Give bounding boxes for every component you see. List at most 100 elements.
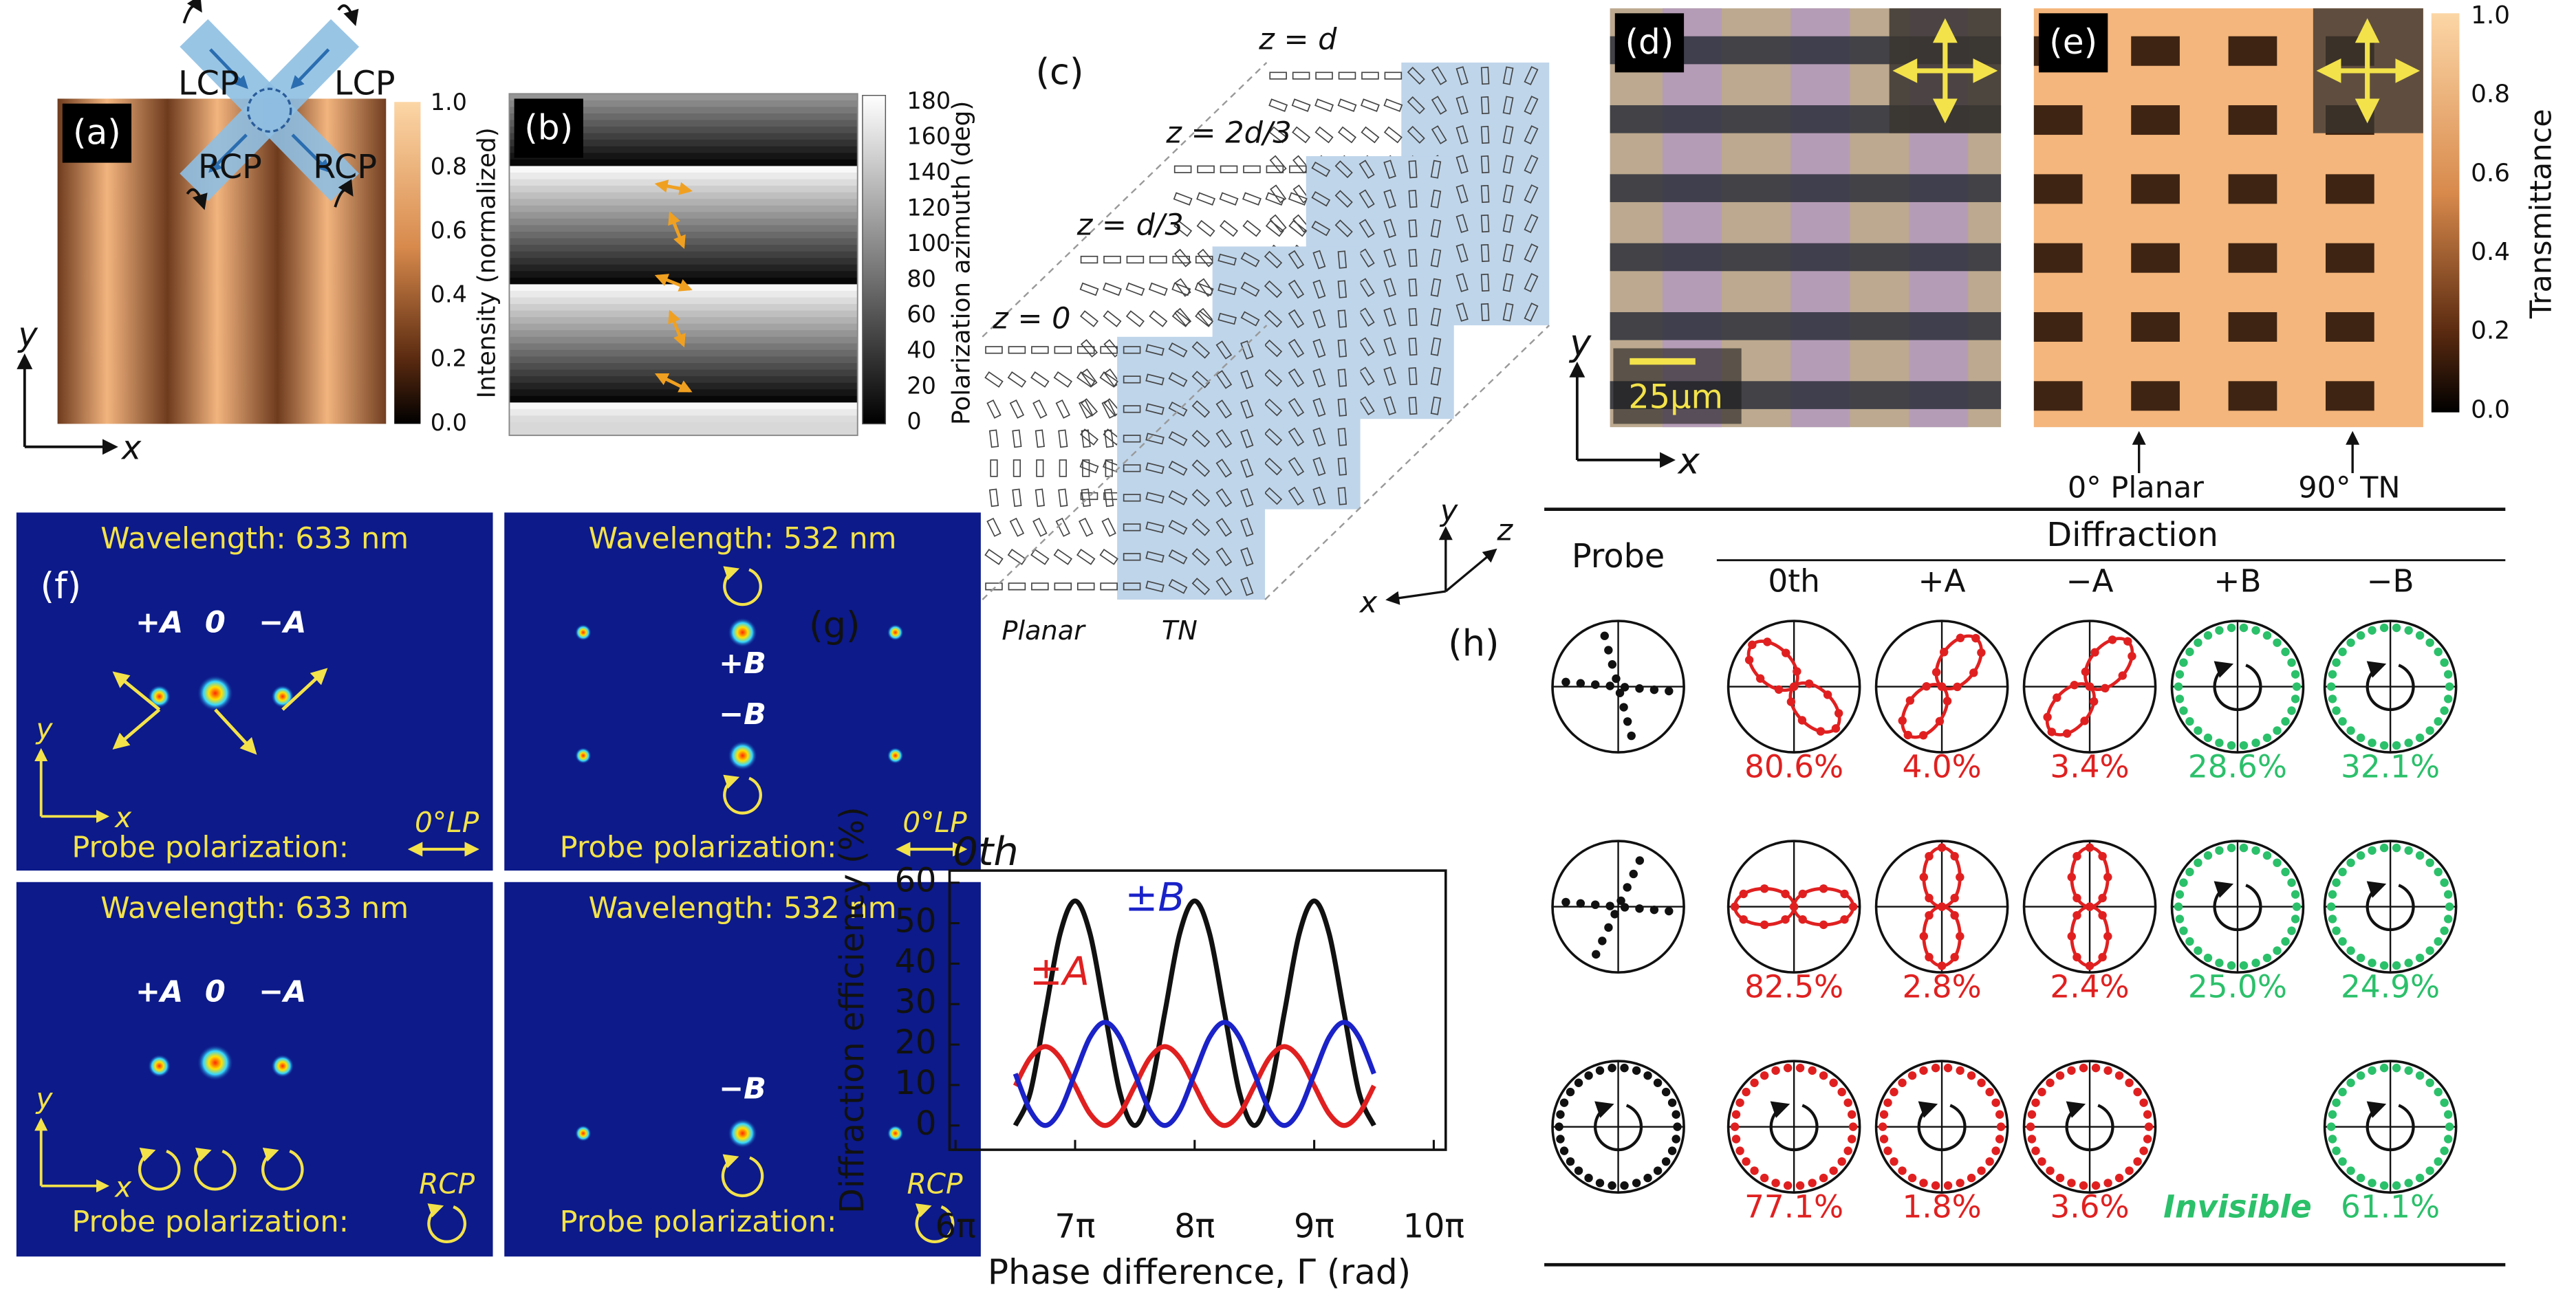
handedness-arrow xyxy=(334,179,354,208)
dot xyxy=(2203,631,2213,640)
lc-molecule xyxy=(1149,310,1168,327)
handedness-arrow xyxy=(182,0,202,24)
azimuth-band xyxy=(509,166,858,173)
lc-molecule xyxy=(1240,281,1260,297)
dark-band xyxy=(2131,105,2180,135)
planar-stripe xyxy=(1790,8,1850,428)
lc-molecule xyxy=(1215,488,1233,507)
lc-molecule xyxy=(1480,125,1490,144)
azimuth-band xyxy=(509,153,858,160)
efficiency-value: 3.6% xyxy=(2050,1189,2129,1225)
lc-molecule xyxy=(1168,460,1188,476)
dot xyxy=(1556,1110,1565,1119)
dot xyxy=(1919,873,1929,882)
lc-molecule xyxy=(1312,309,1326,329)
dot xyxy=(2251,846,2260,855)
lc-molecule xyxy=(1288,427,1305,447)
lc-molecule xyxy=(1359,219,1375,238)
dot xyxy=(1604,646,1613,655)
lc-molecule xyxy=(1383,160,1396,179)
dot xyxy=(1771,1066,1780,1075)
lc-molecule xyxy=(1455,155,1469,174)
polarization-arrow xyxy=(281,668,328,711)
dot xyxy=(1969,668,1978,677)
lc-molecule xyxy=(1172,255,1191,264)
dot xyxy=(2291,890,2300,899)
dot xyxy=(1623,883,1632,892)
dot xyxy=(2415,851,2425,860)
azimuth-band xyxy=(509,408,858,416)
dot xyxy=(1898,1078,1907,1087)
lc-molecule xyxy=(1240,576,1254,596)
lc-molecule xyxy=(1502,125,1514,144)
dot xyxy=(1950,893,1959,903)
dot xyxy=(2194,858,2202,867)
dot xyxy=(2440,1146,2449,1155)
dot xyxy=(2215,739,2224,747)
dot xyxy=(1605,901,1614,910)
dot xyxy=(1798,889,1807,899)
lc-molecule xyxy=(1217,283,1237,296)
lc-molecule xyxy=(1240,428,1254,448)
label: z xyxy=(1496,514,1513,548)
azimuth-band xyxy=(509,271,858,278)
column-header: −A xyxy=(2066,563,2114,600)
colorbar-tick: 20 xyxy=(907,372,936,399)
dot xyxy=(1848,1135,1857,1144)
axis-label: x xyxy=(120,430,142,468)
dot xyxy=(2037,1157,2046,1166)
dot xyxy=(2085,961,2095,970)
diffraction-spot xyxy=(728,1118,758,1148)
lc-molecule xyxy=(1430,160,1442,179)
colorbar-tick: 40 xyxy=(907,337,936,364)
dot xyxy=(2328,695,2337,703)
efficiency-value: 61.1% xyxy=(2341,1189,2440,1225)
lc-molecule xyxy=(1359,278,1375,297)
lc-molecule xyxy=(1288,192,1308,206)
dot xyxy=(1774,685,1784,694)
circular-arrow xyxy=(1769,1101,1819,1152)
efficiency-value: 82.5% xyxy=(1744,969,1843,1005)
colorbar xyxy=(2431,13,2460,413)
dot xyxy=(2144,1122,2154,1131)
dot xyxy=(1943,1181,1953,1190)
lc-molecule xyxy=(1191,341,1211,359)
dot xyxy=(2356,1173,2366,1183)
lc-molecule xyxy=(1101,517,1116,537)
lc-molecule xyxy=(1268,126,1288,144)
lc-molecule xyxy=(1217,253,1237,266)
dot xyxy=(1956,873,1965,882)
dot xyxy=(1671,1110,1680,1119)
dot xyxy=(2175,890,2185,899)
dot xyxy=(2079,1181,2088,1190)
dot xyxy=(2415,1071,2425,1080)
dot xyxy=(2067,1179,2076,1188)
dot xyxy=(1837,1087,1846,1097)
lc-molecule xyxy=(1314,126,1334,144)
dark-band xyxy=(2033,381,2083,411)
dot xyxy=(1925,952,1934,962)
dot xyxy=(2444,695,2453,703)
lc-molecule xyxy=(1173,165,1192,173)
lc-molecule xyxy=(1009,399,1025,419)
lc-molecule xyxy=(1383,396,1396,416)
dot xyxy=(1667,1146,1677,1155)
dot xyxy=(2203,733,2213,743)
dot xyxy=(2179,926,2188,935)
dark-band xyxy=(1610,174,2002,202)
lc-molecule xyxy=(1480,303,1490,322)
dot xyxy=(1595,1179,1605,1188)
lc-molecule xyxy=(1215,400,1233,419)
lc-molecule xyxy=(1289,165,1307,173)
lc-molecule xyxy=(1215,340,1233,360)
lc-molecule xyxy=(1359,337,1375,356)
dot xyxy=(2368,626,2377,635)
azimuth-band xyxy=(509,330,858,338)
axis-label: x xyxy=(113,801,132,834)
lc-molecule xyxy=(1191,518,1211,536)
dot xyxy=(1925,851,1934,861)
lc-molecule xyxy=(1059,459,1067,477)
colorbar-tick: 0.2 xyxy=(431,345,467,372)
lc-molecule xyxy=(1240,547,1254,567)
azimuth-band xyxy=(509,231,858,239)
